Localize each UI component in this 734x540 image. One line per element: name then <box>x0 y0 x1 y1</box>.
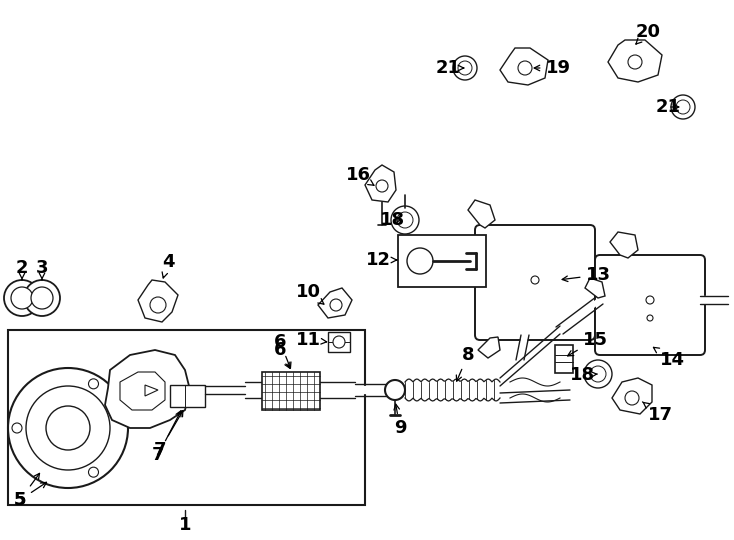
Circle shape <box>376 180 388 192</box>
Polygon shape <box>610 232 638 258</box>
Polygon shape <box>120 372 165 410</box>
Bar <box>8 330 365 505</box>
Circle shape <box>391 206 419 234</box>
Circle shape <box>628 55 642 69</box>
Circle shape <box>150 297 166 313</box>
Circle shape <box>385 380 405 400</box>
Polygon shape <box>608 40 662 82</box>
Circle shape <box>11 287 33 309</box>
Text: 18: 18 <box>379 211 404 229</box>
Circle shape <box>647 315 653 321</box>
Text: 12: 12 <box>366 251 397 269</box>
Circle shape <box>676 100 690 114</box>
Text: 4: 4 <box>161 253 174 278</box>
FancyBboxPatch shape <box>475 225 595 340</box>
Text: 18: 18 <box>570 366 597 384</box>
Circle shape <box>625 391 639 405</box>
Circle shape <box>26 386 110 470</box>
Text: 2: 2 <box>15 259 28 280</box>
Circle shape <box>4 280 40 316</box>
Text: 17: 17 <box>642 402 672 424</box>
Text: 5: 5 <box>14 474 40 509</box>
Circle shape <box>518 61 532 75</box>
Text: 5: 5 <box>14 482 46 509</box>
Polygon shape <box>318 288 352 318</box>
Bar <box>262 372 320 410</box>
Text: 6: 6 <box>274 341 290 368</box>
Circle shape <box>453 56 477 80</box>
Bar <box>170 385 205 407</box>
Bar <box>328 332 350 352</box>
Polygon shape <box>500 48 548 85</box>
Text: 19: 19 <box>534 59 570 77</box>
Circle shape <box>584 360 612 388</box>
Polygon shape <box>105 350 190 428</box>
Text: 10: 10 <box>296 283 324 304</box>
Polygon shape <box>585 278 605 298</box>
Circle shape <box>8 368 128 488</box>
Circle shape <box>46 406 90 450</box>
Circle shape <box>397 212 413 228</box>
Text: 16: 16 <box>346 166 374 185</box>
Text: 7: 7 <box>153 410 183 459</box>
Circle shape <box>646 296 654 304</box>
Polygon shape <box>138 280 178 322</box>
Bar <box>555 345 573 373</box>
Circle shape <box>407 248 433 274</box>
Polygon shape <box>612 378 652 414</box>
Text: 1: 1 <box>179 516 192 534</box>
Polygon shape <box>468 200 495 228</box>
Circle shape <box>590 366 606 382</box>
Text: 11: 11 <box>296 331 327 349</box>
Text: 21: 21 <box>655 98 680 116</box>
FancyBboxPatch shape <box>595 255 705 355</box>
Circle shape <box>671 95 695 119</box>
Bar <box>398 235 486 287</box>
Circle shape <box>24 280 60 316</box>
Circle shape <box>89 379 98 389</box>
Circle shape <box>333 336 345 348</box>
Polygon shape <box>145 385 158 396</box>
Text: 9: 9 <box>393 404 406 437</box>
Text: 7: 7 <box>152 411 181 464</box>
Circle shape <box>12 423 22 433</box>
Text: 14: 14 <box>653 347 685 369</box>
Circle shape <box>458 61 472 75</box>
Text: 8: 8 <box>457 346 474 381</box>
Circle shape <box>31 287 53 309</box>
Text: 6: 6 <box>274 333 291 368</box>
Polygon shape <box>478 337 500 358</box>
Text: 13: 13 <box>562 266 611 284</box>
Circle shape <box>330 299 342 311</box>
Polygon shape <box>365 165 396 202</box>
Text: 20: 20 <box>636 23 661 44</box>
Circle shape <box>531 276 539 284</box>
Text: 15: 15 <box>567 331 608 356</box>
Circle shape <box>89 467 98 477</box>
Text: 3: 3 <box>36 259 48 280</box>
Text: 21: 21 <box>435 59 464 77</box>
